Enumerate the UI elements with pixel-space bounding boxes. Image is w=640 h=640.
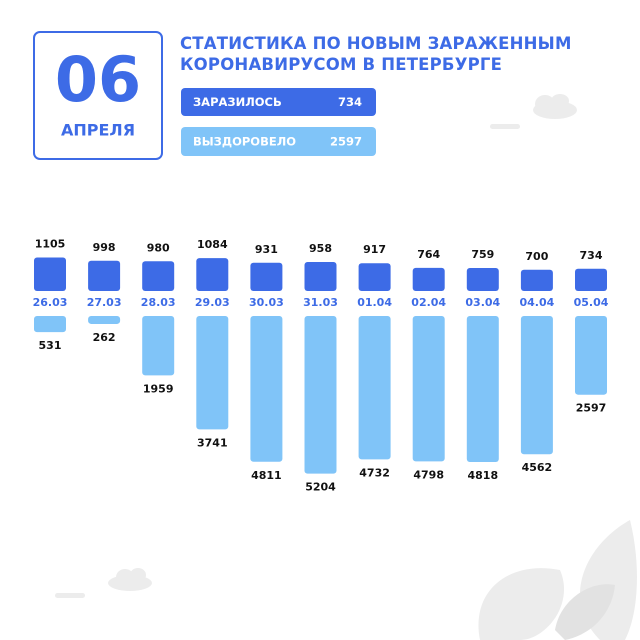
- bar: [575, 316, 607, 395]
- x-tick-label: 02.04: [411, 296, 446, 309]
- x-tick-label: 30.03: [249, 296, 284, 309]
- x-tick-label: 26.03: [33, 296, 68, 309]
- bar: [358, 316, 391, 460]
- x-tick-label: 05.04: [574, 296, 609, 309]
- bar: [34, 316, 66, 333]
- summary-label: ВЫЗДОРОВЕЛО: [193, 135, 296, 149]
- bar: [196, 316, 229, 430]
- summary-value: 2597: [330, 135, 362, 149]
- bar: [412, 316, 445, 462]
- value-label: 5204: [305, 481, 336, 494]
- chart-title: СТАТИСТИКА ПО НОВЫМ ЗАРАЖЕННЫМ КОРОНАВИР…: [180, 34, 572, 74]
- bar: [88, 316, 121, 324]
- summary-value: 734: [338, 95, 362, 109]
- bar: [304, 261, 337, 291]
- value-label: 1084: [197, 238, 228, 251]
- decoration: [55, 94, 637, 640]
- x-tick-label: 04.04: [520, 296, 555, 309]
- bar: [142, 261, 175, 291]
- summary-label: ЗАРАЗИЛОСЬ: [193, 95, 282, 109]
- bar: [520, 316, 553, 455]
- value-label: 998: [93, 241, 116, 254]
- value-label: 4732: [359, 466, 390, 479]
- bar: [358, 263, 391, 291]
- value-label: 759: [471, 248, 494, 261]
- value-label: 958: [309, 242, 332, 255]
- summary-pill: [181, 127, 376, 156]
- value-label: 262: [93, 331, 116, 344]
- bar: [466, 316, 499, 462]
- value-label: 931: [255, 243, 278, 256]
- date-box: [33, 31, 163, 160]
- bar: [466, 268, 499, 291]
- date-month: АПРЕЛЯ: [61, 121, 135, 140]
- value-label: 764: [417, 248, 440, 261]
- bar: [412, 267, 445, 291]
- x-tick-label: 31.03: [303, 296, 338, 309]
- value-label: 734: [580, 249, 603, 262]
- x-tick-label: 29.03: [195, 296, 230, 309]
- value-label: 2597: [576, 402, 607, 415]
- bar: [34, 257, 66, 291]
- date-day: 06: [55, 43, 141, 116]
- value-label: 3741: [197, 436, 228, 449]
- value-label: 531: [39, 339, 62, 352]
- value-label: 4798: [413, 468, 444, 481]
- bar: [304, 316, 337, 474]
- bar: [142, 316, 175, 376]
- x-tick-label: 03.04: [465, 296, 500, 309]
- value-label: 4818: [467, 469, 498, 482]
- value-label: 917: [363, 243, 386, 256]
- value-label: 4562: [522, 461, 553, 474]
- bar: [88, 260, 121, 291]
- value-label: 4811: [251, 469, 282, 482]
- x-tick-label: 27.03: [87, 296, 122, 309]
- bar: [575, 268, 607, 291]
- x-tick-label: 28.03: [141, 296, 176, 309]
- bar: [250, 316, 283, 462]
- value-label: 1959: [143, 382, 174, 395]
- x-tick-label: 01.04: [357, 296, 392, 309]
- value-label: 1105: [35, 238, 66, 251]
- bar: [520, 269, 553, 291]
- bar: [250, 262, 283, 291]
- bar: [196, 258, 229, 291]
- value-label: 700: [525, 250, 548, 263]
- summary-pill: [181, 88, 376, 116]
- value-label: 980: [147, 241, 170, 254]
